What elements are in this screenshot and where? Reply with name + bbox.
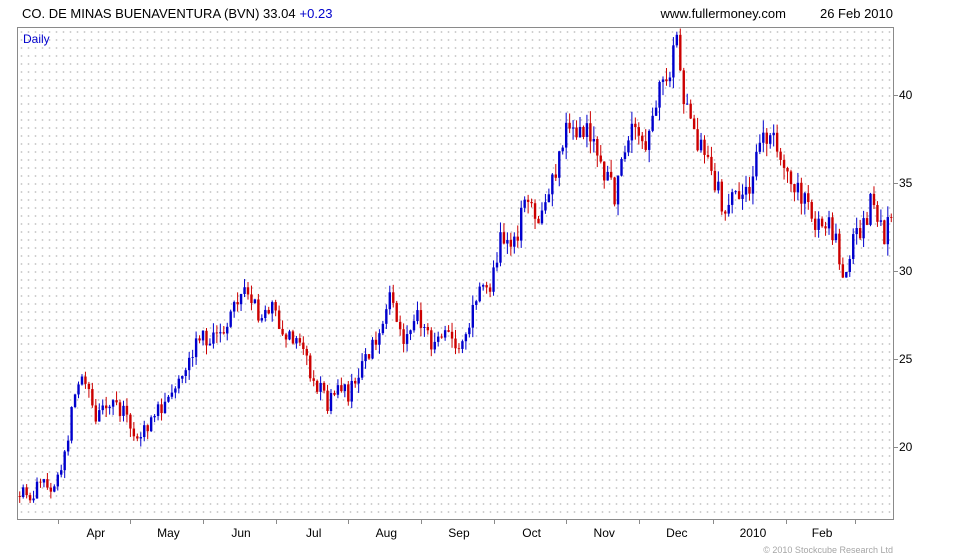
time-axis-label: 2010 bbox=[739, 526, 767, 540]
time-axis-tick bbox=[276, 520, 277, 524]
price-axis-tick bbox=[894, 447, 898, 448]
time-axis-tick bbox=[786, 520, 787, 524]
instrument-title: CO. DE MINAS BUENAVENTURA (BVN) 33.04 +0.… bbox=[22, 6, 332, 21]
time-axis-tick bbox=[203, 520, 204, 524]
time-axis-tick bbox=[855, 520, 856, 524]
website-link[interactable]: www.fullermoney.com bbox=[660, 6, 786, 21]
time-axis-tick bbox=[566, 520, 567, 524]
copyright-label: © 2010 Stockcube Research Ltd bbox=[763, 545, 893, 555]
time-axis-label: Feb bbox=[811, 526, 833, 540]
time-axis-label: Aug bbox=[375, 526, 397, 540]
price-chart-plot: Daily bbox=[17, 27, 894, 520]
time-axis-label: Oct bbox=[522, 526, 541, 540]
price-axis-tick bbox=[894, 183, 898, 184]
price-axis-label: 30 bbox=[899, 263, 913, 278]
time-axis-tick bbox=[639, 520, 640, 524]
time-axis-tick bbox=[130, 520, 131, 524]
price-axis-tick bbox=[894, 271, 898, 272]
price-axis-label: 35 bbox=[899, 175, 913, 190]
price-axis-tick bbox=[894, 359, 898, 360]
time-axis-tick bbox=[58, 520, 59, 524]
time-axis-label: Nov bbox=[593, 526, 615, 540]
time-axis-tick bbox=[713, 520, 714, 524]
time-axis-tick bbox=[421, 520, 422, 524]
time-axis-label: Sep bbox=[448, 526, 470, 540]
price-axis-label: 20 bbox=[899, 439, 913, 454]
instrument-name-price: CO. DE MINAS BUENAVENTURA (BVN) 33.04 bbox=[22, 6, 296, 21]
header-right: www.fullermoney.com 26 Feb 2010 bbox=[661, 6, 893, 21]
date-label: 26 Feb 2010 bbox=[819, 6, 893, 21]
time-axis-label: Jul bbox=[306, 526, 322, 540]
price-axis-tick bbox=[894, 95, 898, 96]
time-axis-label: Jun bbox=[231, 526, 251, 540]
candlestick-canvas bbox=[18, 28, 893, 519]
price-axis-label: 40 bbox=[899, 87, 913, 102]
price-axis-label: 25 bbox=[899, 351, 913, 366]
time-axis-label: Dec bbox=[666, 526, 688, 540]
time-axis-label: Apr bbox=[86, 526, 106, 540]
timeframe-label: Daily bbox=[23, 32, 50, 46]
price-change: +0.23 bbox=[299, 6, 333, 21]
time-axis-tick bbox=[494, 520, 495, 524]
time-axis-tick bbox=[348, 520, 349, 524]
time-axis-label: May bbox=[157, 526, 180, 540]
